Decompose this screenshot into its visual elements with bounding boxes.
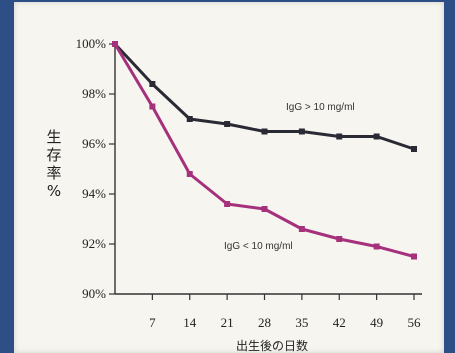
x-tick-label: 28 xyxy=(258,315,271,330)
data-point xyxy=(149,103,156,110)
series-layer: IgG > 10 mg/ml IgG < 10 mg/ml xyxy=(112,41,417,260)
chart-figure: 100% 98% 96% 94% 92% 90% 7 14 21 28 35 42 49 56 生存率%… xyxy=(14,2,444,353)
data-point xyxy=(298,128,305,135)
data-point xyxy=(336,133,343,140)
data-point xyxy=(186,116,193,122)
y-label-char: 生 xyxy=(46,128,61,146)
data-point xyxy=(149,81,156,87)
series-label: IgG < 10 mg/ml xyxy=(224,241,293,252)
data-point xyxy=(186,171,193,177)
y-axis-label: 生存率% xyxy=(46,128,61,200)
data-point xyxy=(261,206,268,212)
y-axis-ticks: 100% 98% 96% 94% 92% 90% xyxy=(76,36,115,301)
y-tick-label: 98% xyxy=(82,86,106,101)
data-point xyxy=(224,121,231,127)
x-tick-label: 14 xyxy=(183,315,197,330)
data-point xyxy=(411,146,417,152)
data-point xyxy=(336,236,343,242)
x-axis-ticks: 7 14 21 28 35 42 49 56 xyxy=(149,294,421,330)
series-label: IgG > 10 mg/ml xyxy=(286,102,355,113)
y-tick-label: 96% xyxy=(82,136,106,151)
y-label-char: 率 xyxy=(46,164,61,182)
y-tick-label: 92% xyxy=(82,236,106,251)
data-point xyxy=(224,201,231,207)
data-point xyxy=(261,128,268,135)
y-label-char: 存 xyxy=(46,146,61,164)
series-line xyxy=(113,43,415,258)
line-chart: 100% 98% 96% 94% 92% 90% 7 14 21 28 35 42 49 56 生存率%… xyxy=(46,36,422,353)
x-tick-label: 49 xyxy=(370,315,383,330)
y-tick-label: 94% xyxy=(82,186,106,201)
x-tick-label: 42 xyxy=(333,315,346,330)
data-point xyxy=(373,133,380,140)
x-tick-label: 21 xyxy=(221,315,234,330)
data-point xyxy=(411,253,417,260)
y-tick-label: 100% xyxy=(76,36,107,51)
y-tick-label: 90% xyxy=(82,286,106,301)
data-point xyxy=(112,41,118,47)
x-axis-label: 出生後の日数 xyxy=(236,338,308,353)
data-point xyxy=(298,226,305,232)
y-label-char: % xyxy=(47,182,61,200)
x-tick-label: 7 xyxy=(149,315,156,330)
data-point xyxy=(373,243,380,250)
x-tick-label: 35 xyxy=(295,315,308,330)
chart-axes xyxy=(114,44,422,295)
x-tick-label: 56 xyxy=(408,315,422,330)
